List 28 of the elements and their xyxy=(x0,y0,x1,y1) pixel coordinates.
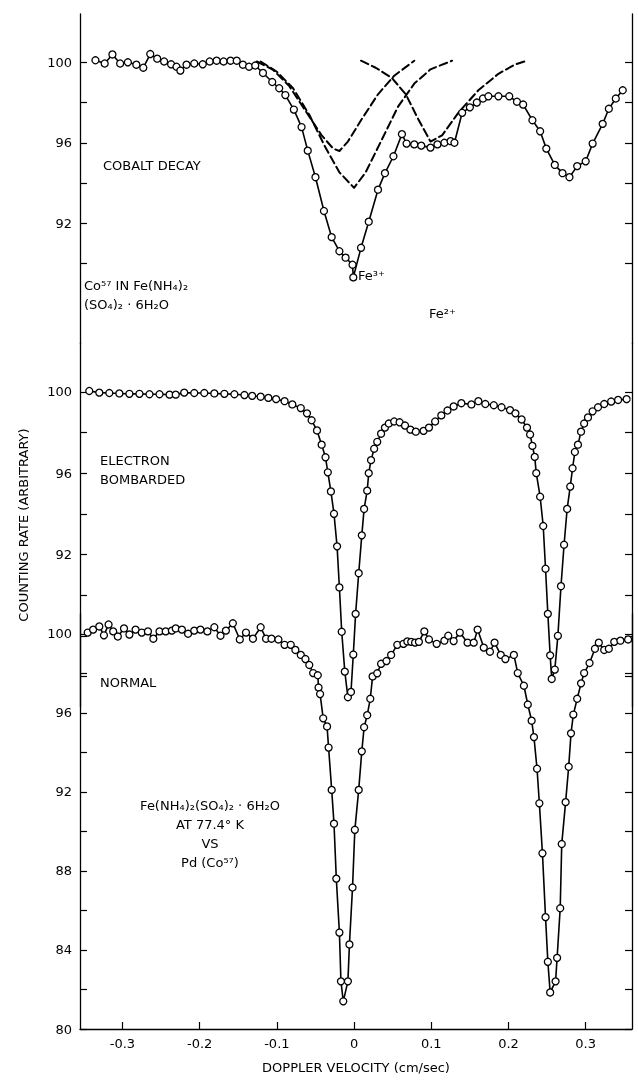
annotation: ELECTRON BOMBARDED xyxy=(100,452,186,489)
y-tick-label: 100 xyxy=(47,54,72,70)
annotation: Fe(NH₄)₂(SO₄)₂ · 6H₂O AT 77.4° K VS Pd (Co⁵⁷) xyxy=(139,797,281,872)
x-tick-label: 0.1 xyxy=(420,1036,442,1051)
x-axis-title: DOPPLER VELOCITY (cm/sec) xyxy=(262,1060,450,1075)
y-tick-label: 92 xyxy=(55,546,72,562)
y-tick-label: 92 xyxy=(55,784,72,800)
y-tick-label: 96 xyxy=(55,705,72,721)
y-tick-label: 80 xyxy=(55,1021,72,1037)
x-tick-label: -0.1 xyxy=(264,1036,290,1051)
x-tick-label: -0.3 xyxy=(109,1036,136,1051)
annotation: Co⁵⁷ IN Fe(NH₄)₂ (SO₄)₂ · 6H₂O xyxy=(84,277,189,314)
x-tick-label: 0 xyxy=(349,1036,359,1051)
annotation: Fe³⁺ xyxy=(358,267,385,285)
y-tick-label: 100 xyxy=(47,626,72,642)
y-tick-label: 92 xyxy=(55,215,72,231)
y-tick-label: 88 xyxy=(55,863,72,879)
y-tick-label: 84 xyxy=(55,942,72,958)
annotation: COBALT DECAY xyxy=(103,157,201,175)
x-tick-label: 0.3 xyxy=(575,1036,597,1051)
y-axis-title: COUNTING RATE (ARBITRARY) xyxy=(16,428,31,622)
y-tick-label: 96 xyxy=(55,465,72,481)
y-tick-label: 96 xyxy=(55,135,72,151)
annotation: Fe²⁺ xyxy=(429,305,456,323)
annotation: NORMAL xyxy=(100,674,157,692)
x-tick-label: 0.2 xyxy=(498,1036,519,1051)
x-tick-label: -0.2 xyxy=(186,1036,213,1051)
y-tick-label: 100 xyxy=(47,384,72,400)
